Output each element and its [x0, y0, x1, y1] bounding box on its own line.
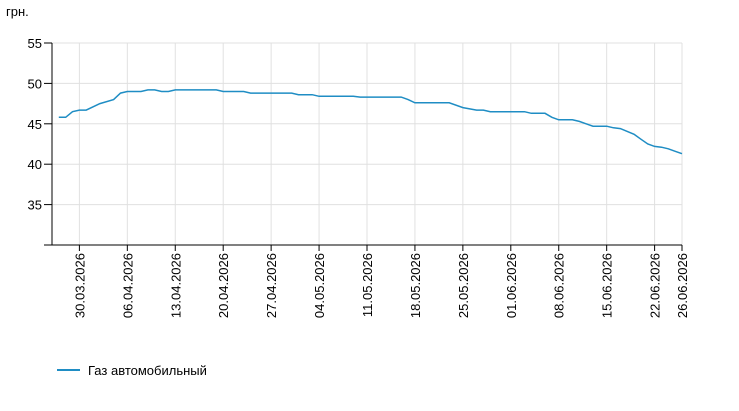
- x-tick-label: 26.06.2026: [675, 253, 690, 318]
- x-tick-label: 27.04.2026: [264, 253, 279, 318]
- x-tick-label: 13.04.2026: [168, 253, 183, 318]
- x-tick-label: 25.05.2026: [456, 253, 471, 318]
- y-tick-label: 50: [28, 76, 42, 91]
- y-unit-label: грн.: [6, 4, 29, 19]
- x-tick-label: 15.06.2026: [600, 253, 615, 318]
- series-line: [58, 89, 683, 155]
- x-tick-label: 08.06.2026: [552, 253, 567, 318]
- x-tick-label: 18.05.2026: [408, 253, 423, 318]
- x-tick-label: 01.06.2026: [504, 253, 519, 318]
- x-tick-label: 11.05.2026: [360, 253, 375, 317]
- y-tick-label: 40: [28, 157, 42, 172]
- x-tick-label: 30.03.2026: [72, 253, 87, 318]
- x-tick-label: 04.05.2026: [312, 253, 327, 318]
- y-tick-label: 35: [28, 198, 42, 213]
- x-tick-label: 20.04.2026: [216, 253, 231, 318]
- x-tick-label: 22.06.2026: [648, 253, 663, 318]
- legend-label: Газ автомобильный: [88, 363, 207, 378]
- y-tick-label: 45: [28, 117, 42, 132]
- x-tick-label: 06.04.2026: [120, 253, 135, 318]
- y-tick-label: 55: [28, 36, 42, 51]
